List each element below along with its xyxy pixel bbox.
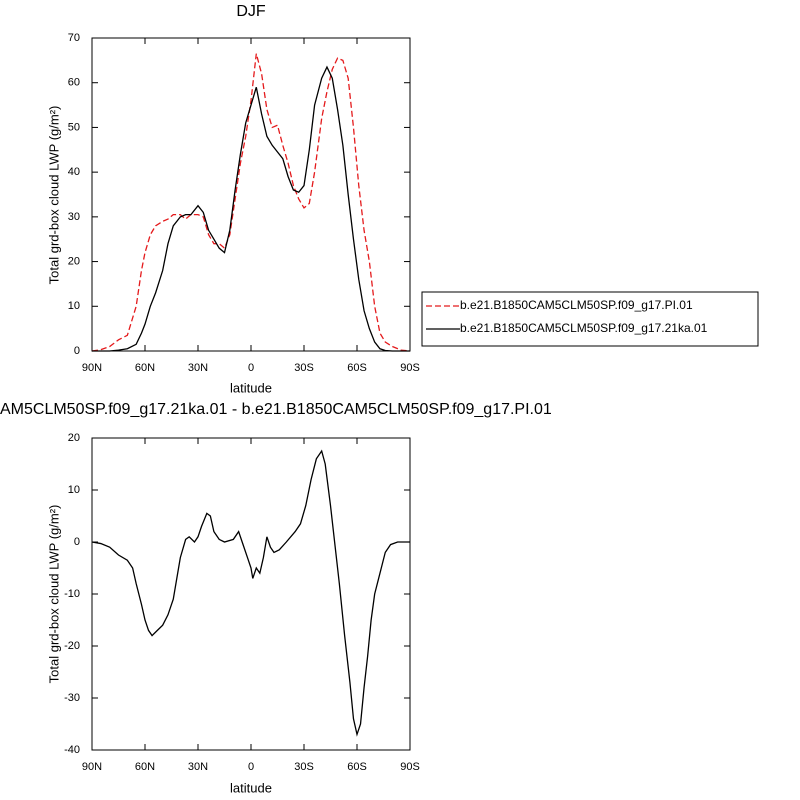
x-tick-label: 90N xyxy=(82,761,102,773)
y-tick-label: 20 xyxy=(68,432,80,444)
x-axis-label: latitude xyxy=(230,380,272,395)
x-axis-label: latitude xyxy=(230,780,272,795)
x-tick-label: 60N xyxy=(135,362,155,374)
chart-title: AM5CLM50SP.f09_g17.21ka.01 - b.e21.B1850… xyxy=(0,401,552,418)
y-tick-label: 70 xyxy=(68,32,80,44)
y-tick-label: -40 xyxy=(64,744,80,756)
y-tick-label: 0 xyxy=(74,345,80,357)
legend-label: b.e21.B1850CAM5CLM50SP.f09_g17.PI.01 xyxy=(460,298,693,312)
y-axis-label: Total grd-box cloud LWP (g/m²) xyxy=(46,106,61,285)
x-tick-label: 90S xyxy=(400,362,420,374)
data-line xyxy=(91,449,410,737)
y-tick-label: 20 xyxy=(68,255,80,267)
y-tick-label: 40 xyxy=(68,166,80,178)
x-tick-label: 90N xyxy=(82,362,102,374)
data-line xyxy=(91,53,411,352)
x-tick-label: 0 xyxy=(248,761,254,773)
y-tick-label: 0 xyxy=(74,536,80,548)
y-tick-label: -30 xyxy=(64,692,80,704)
x-tick-label: 30N xyxy=(188,362,208,374)
x-tick-label: 60S xyxy=(347,761,367,773)
y-tick-label: -20 xyxy=(64,640,80,652)
y-tick-label: -10 xyxy=(64,588,80,600)
x-tick-label: 60S xyxy=(347,362,367,374)
y-tick-label: 10 xyxy=(68,300,80,312)
x-tick-label: 30N xyxy=(188,761,208,773)
y-axis-label: Total grd-box cloud LWP (g/m²) xyxy=(46,505,61,684)
legend-label: b.e21.B1850CAM5CLM50SP.f09_g17.21ka.01 xyxy=(460,321,708,335)
x-tick-label: 90S xyxy=(400,761,420,773)
x-tick-label: 30S xyxy=(294,761,314,773)
chart-title: DJF xyxy=(236,3,266,20)
x-tick-label: 60N xyxy=(135,761,155,773)
y-tick-label: 10 xyxy=(68,484,80,496)
x-tick-label: 0 xyxy=(248,362,254,374)
x-tick-label: 30S xyxy=(294,362,314,374)
data-line xyxy=(92,65,410,352)
y-tick-label: 50 xyxy=(68,121,80,133)
y-tick-label: 60 xyxy=(68,77,80,89)
legend-box xyxy=(421,291,759,347)
y-tick-label: 30 xyxy=(68,211,80,223)
